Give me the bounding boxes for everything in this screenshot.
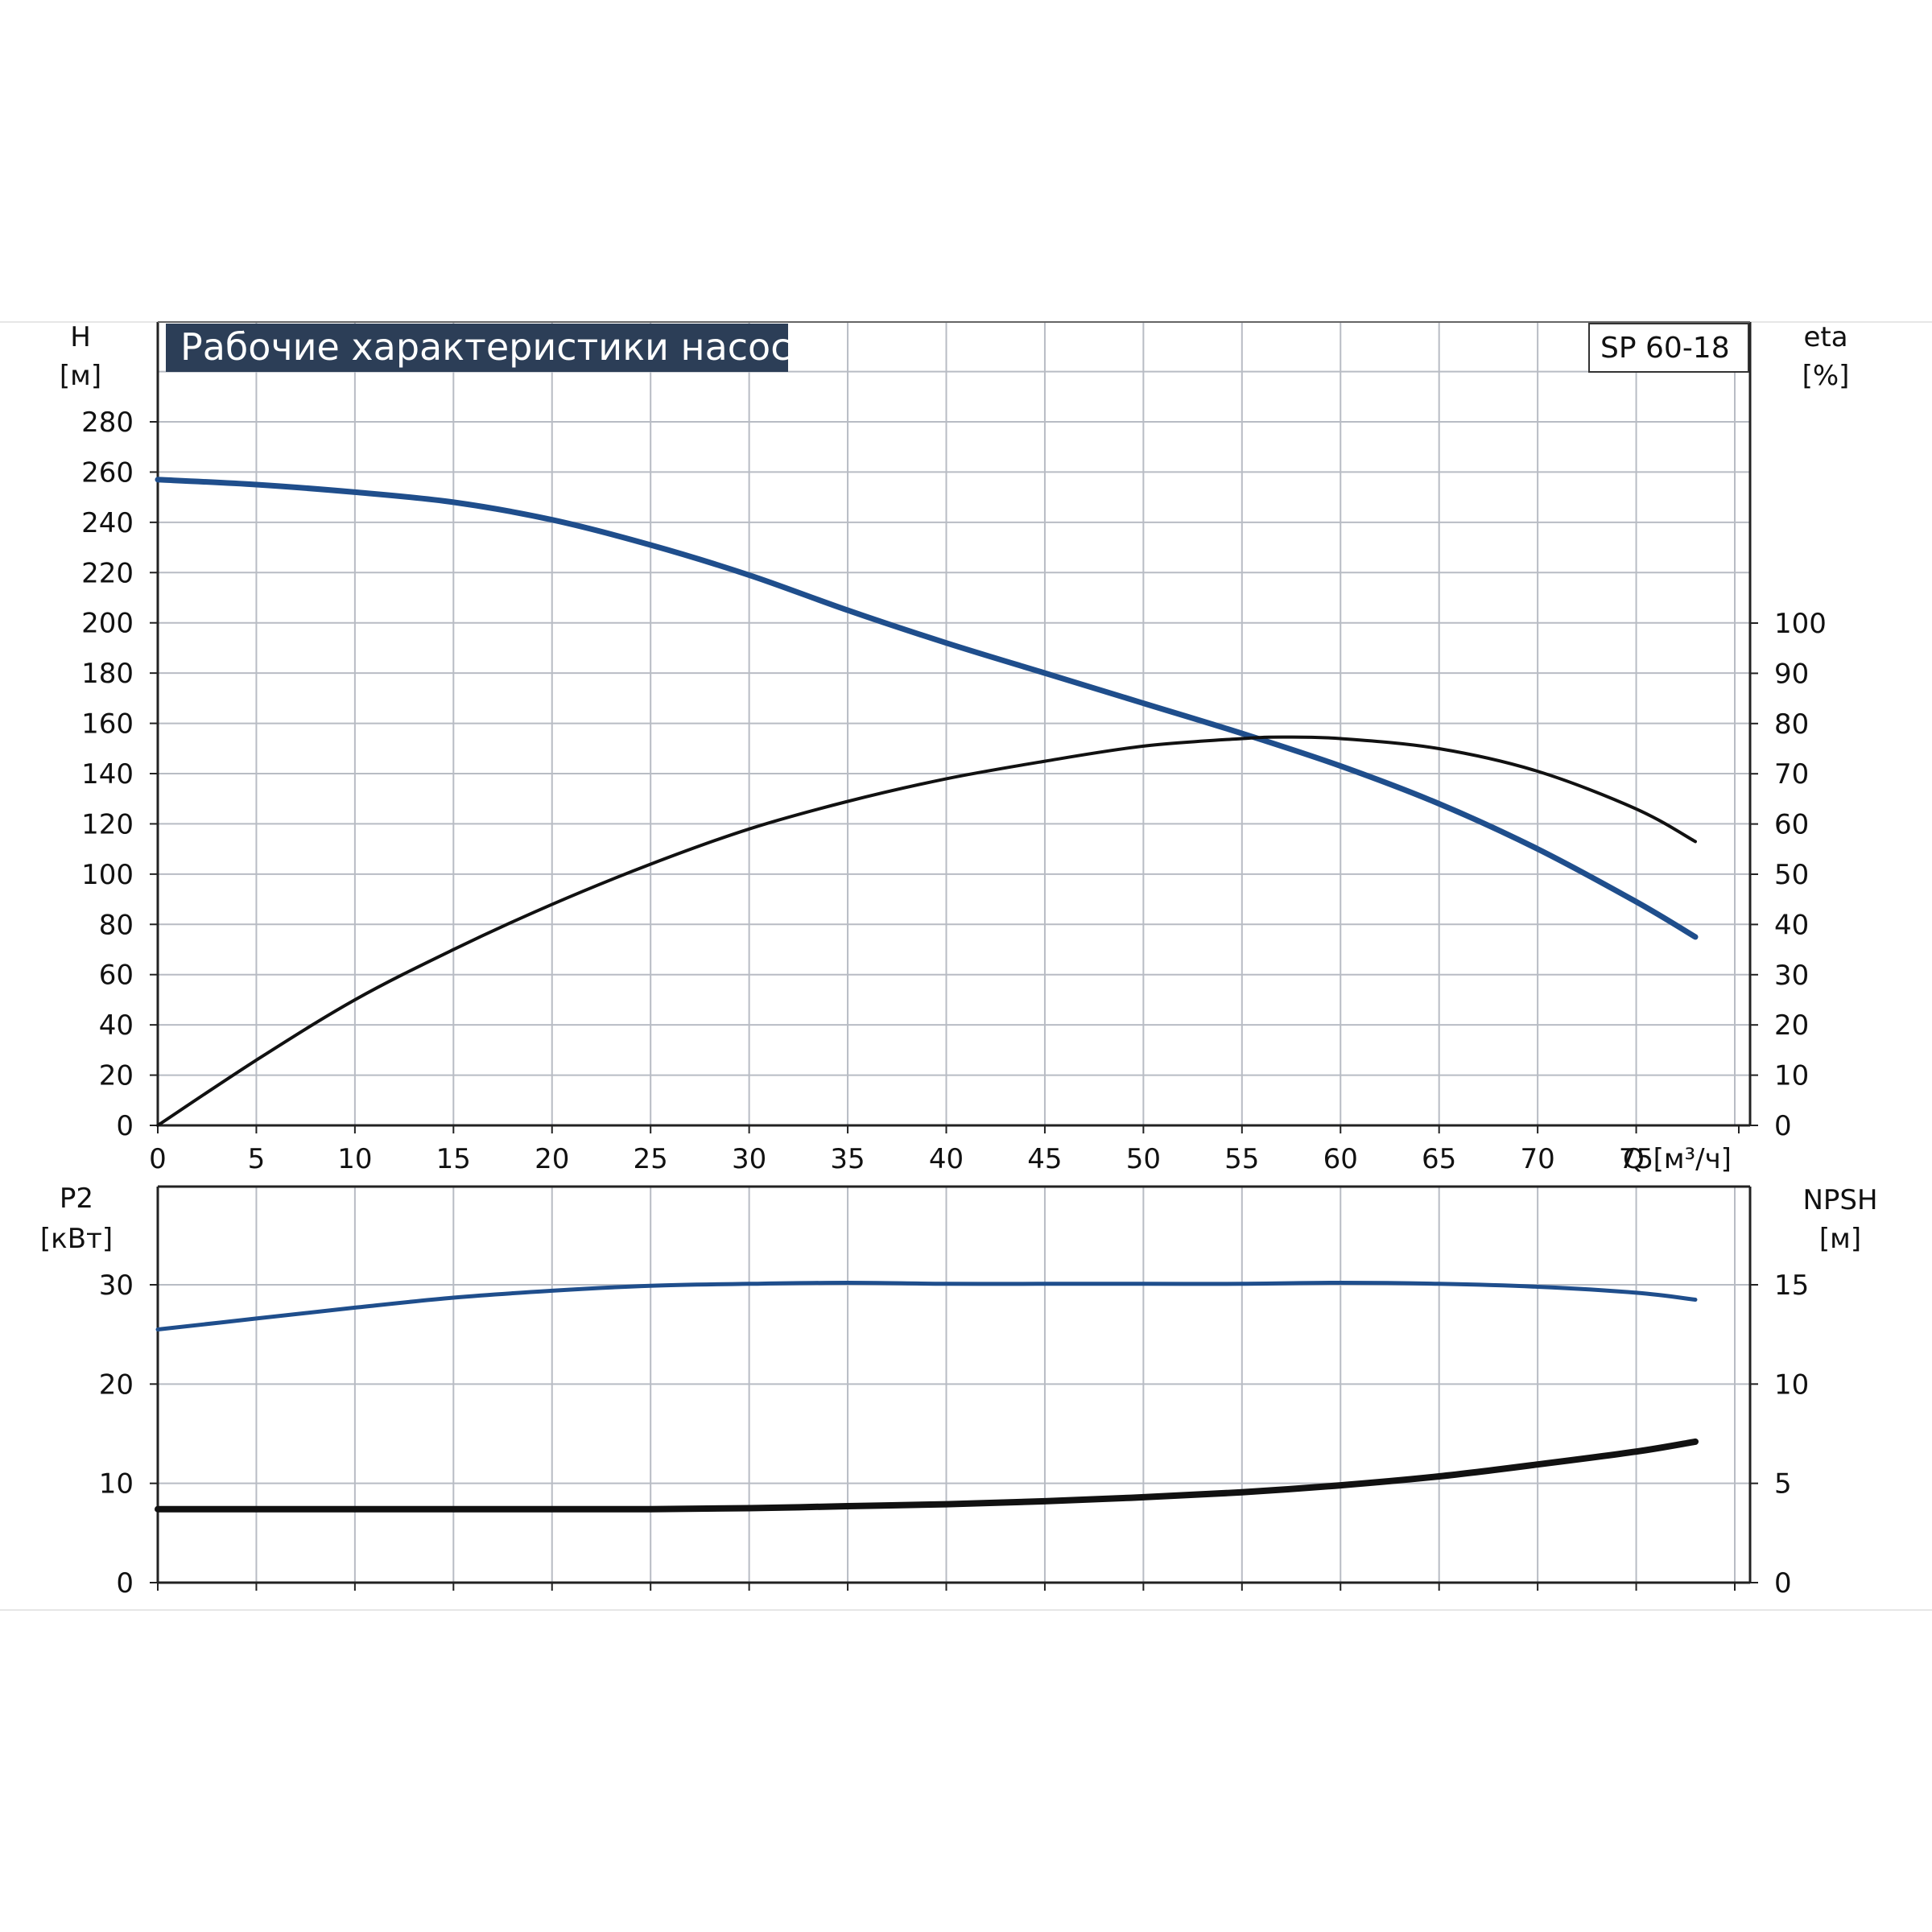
h-tick-label: 40 bbox=[99, 1009, 134, 1042]
eta-tick-label: 20 bbox=[1774, 1009, 1809, 1042]
q-tick-label: 75 bbox=[1619, 1143, 1653, 1175]
eta-tick-label: 80 bbox=[1774, 708, 1809, 741]
eta-axis-label: eta bbox=[1803, 321, 1847, 353]
npsh-tick-label: 5 bbox=[1774, 1468, 1792, 1501]
q-tick-label: 55 bbox=[1224, 1143, 1259, 1175]
h-tick-label: 140 bbox=[81, 758, 134, 791]
p2-tick-label: 10 bbox=[99, 1468, 134, 1501]
q-tick-label: 25 bbox=[634, 1143, 668, 1175]
h-tick-label: 20 bbox=[99, 1060, 134, 1092]
chart-title: Рабочие характеристики насоса bbox=[180, 325, 814, 369]
q-tick-label: 5 bbox=[248, 1143, 266, 1175]
h-tick-label: 60 bbox=[99, 960, 134, 992]
q-tick-label: 40 bbox=[929, 1143, 964, 1175]
bottom-left-ticks: 0 10 20 30 bbox=[99, 1269, 158, 1600]
h-tick-label: 80 bbox=[99, 909, 134, 941]
top-left-ticks: 0 20 40 60 80 100 120 140 160 180 200 220 240 260 280 bbox=[81, 407, 158, 1142]
bottom-grid bbox=[158, 1187, 1750, 1583]
power-curve bbox=[155, 1280, 1698, 1331]
q-tick-label: 0 bbox=[149, 1143, 167, 1175]
eta-tick-label: 0 bbox=[1774, 1110, 1792, 1142]
p2-tick-label: 20 bbox=[99, 1368, 134, 1401]
p2-tick-label: 30 bbox=[99, 1269, 134, 1302]
h-tick-label: 220 bbox=[81, 557, 134, 589]
top-right-ticks: 0 10 20 30 40 50 60 70 80 90 100 bbox=[1750, 608, 1827, 1142]
top-series bbox=[155, 477, 1699, 1127]
efficiency-curve bbox=[156, 735, 1697, 1127]
q-axis-label: Q [м³/ч] bbox=[1623, 1143, 1732, 1175]
top-grid bbox=[158, 322, 1750, 1125]
npsh-axis-unit: [м] bbox=[1819, 1223, 1861, 1255]
q-tick-label: 70 bbox=[1520, 1143, 1554, 1175]
eta-tick-label: 100 bbox=[1774, 608, 1827, 640]
q-tick-label: 60 bbox=[1323, 1143, 1358, 1175]
model-box bbox=[1588, 323, 1749, 373]
h-tick-label: 0 bbox=[116, 1110, 134, 1142]
eta-tick-label: 10 bbox=[1774, 1060, 1809, 1092]
eta-tick-label: 40 bbox=[1774, 909, 1809, 941]
model-label: SP 60-18 bbox=[1600, 332, 1730, 365]
h-tick-label: 120 bbox=[81, 808, 134, 840]
h-tick-label: 100 bbox=[81, 859, 134, 891]
h-tick-label: 260 bbox=[81, 456, 134, 489]
eta-tick-label: 70 bbox=[1774, 758, 1809, 791]
eta-axis-unit: [%] bbox=[1802, 360, 1850, 392]
h-tick-label: 180 bbox=[81, 658, 134, 690]
h-tick-label: 200 bbox=[81, 608, 134, 640]
q-tick-label: 65 bbox=[1422, 1143, 1456, 1175]
p2-axis-unit: [кВт] bbox=[40, 1223, 113, 1255]
q-tick-label: 10 bbox=[337, 1143, 372, 1175]
p2-axis-label: P2 bbox=[60, 1183, 93, 1215]
npsh-axis-label: NPSH bbox=[1802, 1184, 1877, 1216]
q-tick-label: 50 bbox=[1126, 1143, 1161, 1175]
npsh-tick-label: 0 bbox=[1774, 1567, 1792, 1600]
bottom-right-ticks: 0 5 10 15 bbox=[157, 1269, 1809, 1600]
h-axis-unit: [м] bbox=[60, 360, 101, 392]
eta-tick-label: 50 bbox=[1774, 859, 1809, 891]
h-tick-label: 240 bbox=[81, 507, 134, 539]
title-box bbox=[166, 324, 788, 372]
npsh-curve bbox=[155, 1438, 1699, 1513]
bottom-series bbox=[155, 1280, 1699, 1513]
q-tick-label: 45 bbox=[1027, 1143, 1062, 1175]
h-tick-label: 280 bbox=[81, 407, 134, 439]
npsh-tick-label: 10 bbox=[1774, 1368, 1809, 1401]
eta-tick-label: 30 bbox=[1774, 960, 1809, 992]
npsh-tick-label: 15 bbox=[1774, 1269, 1809, 1302]
q-tick-label: 35 bbox=[830, 1143, 865, 1175]
eta-tick-label: 60 bbox=[1774, 809, 1809, 841]
q-tick-label: 15 bbox=[436, 1143, 471, 1175]
head-curve bbox=[155, 477, 1699, 940]
eta-tick-label: 90 bbox=[1774, 658, 1809, 690]
p2-tick-label: 0 bbox=[116, 1567, 134, 1600]
h-tick-label: 160 bbox=[81, 708, 134, 741]
h-axis-label: H bbox=[70, 321, 91, 353]
x-ticks: 0 5 10 15 20 25 30 35 40 45 50 55 60 65 70 75 bbox=[149, 1125, 1740, 1175]
q-tick-label: 20 bbox=[535, 1143, 569, 1175]
q-tick-label: 30 bbox=[732, 1143, 766, 1175]
